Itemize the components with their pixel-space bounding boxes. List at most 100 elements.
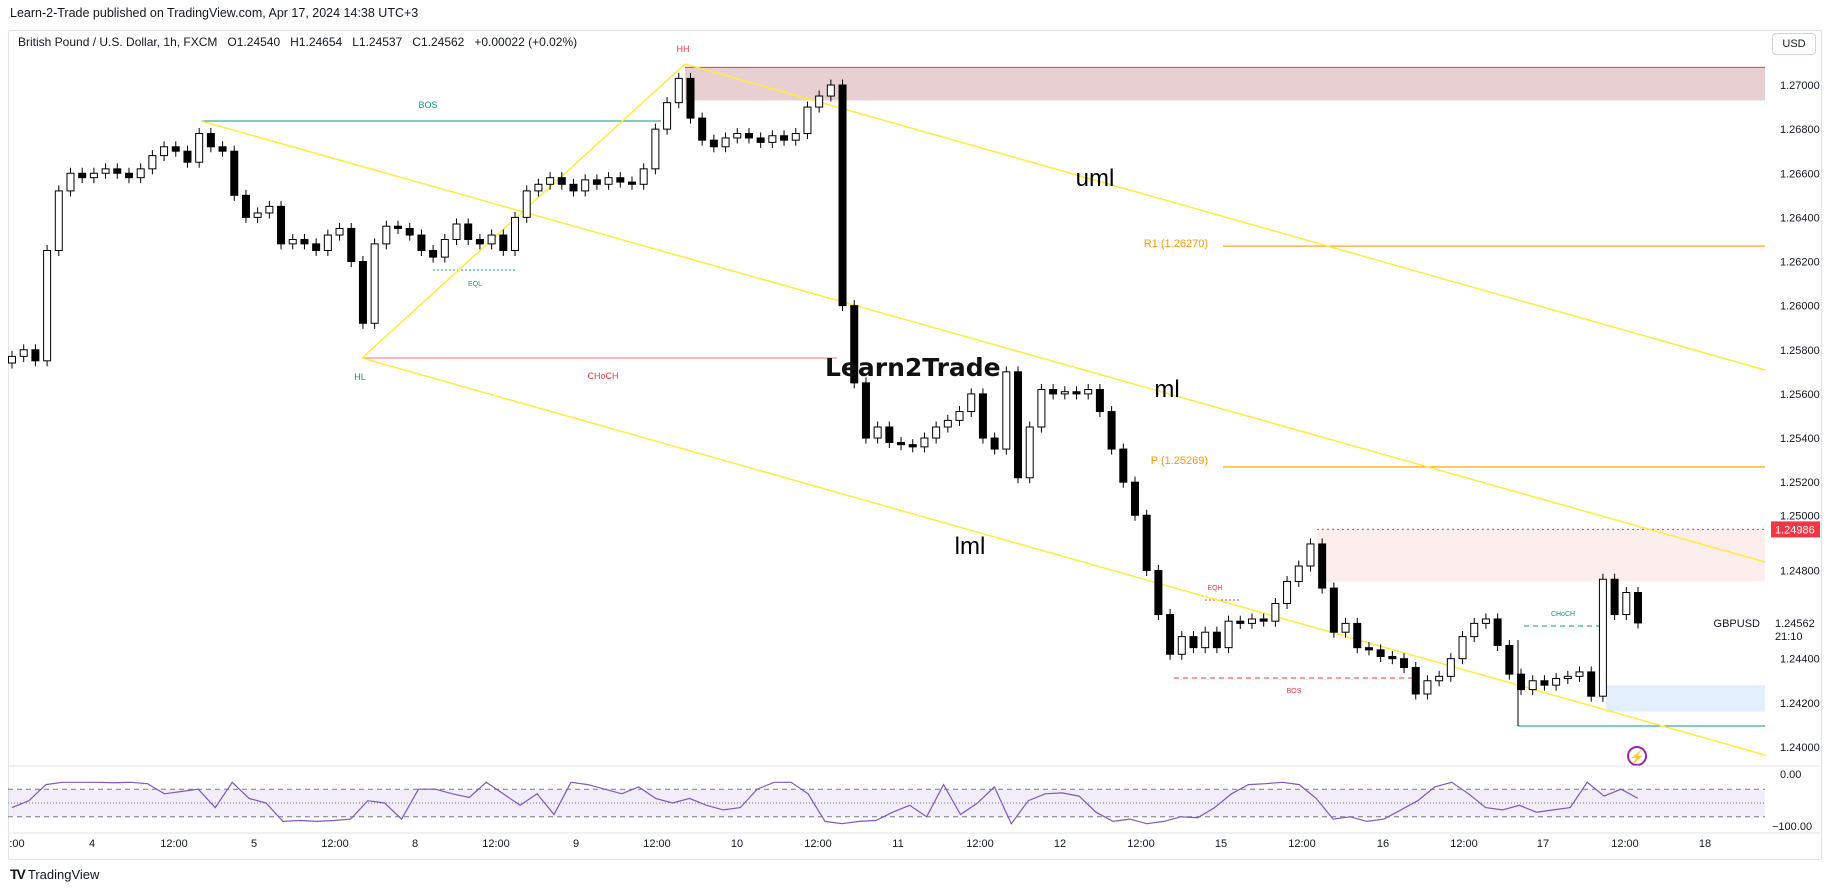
candle-body [756, 137, 765, 143]
price-tick: 1.24800 [1780, 565, 1820, 577]
candle-body [639, 168, 648, 185]
candle-body [101, 168, 110, 174]
candle [1376, 644, 1385, 662]
price-tick: 1.25400 [1780, 433, 1820, 445]
candle-body [663, 102, 672, 130]
candle-body [850, 305, 859, 384]
candle-body [1306, 543, 1315, 567]
candle-body [897, 441, 906, 446]
candle-body [1224, 620, 1233, 649]
candle-body [780, 135, 789, 141]
candle [604, 172, 613, 190]
candle-body [1107, 411, 1116, 450]
candle [1236, 615, 1245, 629]
candle [616, 172, 625, 188]
candle-body [674, 77, 683, 104]
candle [861, 377, 870, 444]
choch-label-bottom: CHoCH [1551, 611, 1575, 618]
candle [31, 344, 40, 367]
candle [335, 222, 344, 241]
lightning-alert-icon[interactable] [1627, 746, 1647, 766]
candle-body [171, 146, 180, 152]
candle [803, 101, 812, 140]
candle-body [1037, 388, 1046, 428]
candle-body [405, 227, 414, 236]
candle-body [487, 234, 496, 245]
price-tick: 1.24000 [1780, 742, 1820, 754]
candle-body [475, 238, 484, 245]
candle-body [616, 177, 625, 183]
candle [1166, 609, 1175, 660]
candle-body [709, 139, 718, 148]
candle [885, 421, 894, 448]
time-tick: 9 [573, 838, 579, 850]
candle-body [990, 437, 999, 450]
oscillator-band [8, 789, 1765, 817]
candle [721, 132, 730, 153]
candle [1517, 668, 1526, 696]
candle [1446, 653, 1455, 682]
candle-body [195, 133, 204, 163]
symbol-name[interactable]: British Pound / U.S. Dollar, 1h, FXCM [18, 35, 218, 49]
candle [1481, 613, 1490, 629]
eqh-label: EQH [1207, 585, 1222, 592]
candle-body [1329, 587, 1338, 633]
time-tick: 15 [1215, 838, 1227, 850]
candle [183, 145, 192, 168]
candle-body [522, 190, 531, 218]
time-tick: 12:00 [1611, 838, 1639, 850]
tradingview-logo[interactable]: TV TradingView [10, 866, 99, 882]
candle-body [417, 234, 426, 251]
candle [955, 406, 964, 426]
candle-body [932, 426, 941, 439]
candle-body [31, 349, 40, 362]
candle [1493, 613, 1502, 651]
candle-body [206, 133, 215, 148]
candle-body [1189, 636, 1198, 649]
candle-body [148, 155, 157, 170]
time-tick: 12:00 [1127, 838, 1155, 850]
currency-button[interactable]: USD [1772, 33, 1816, 55]
candle [1388, 650, 1397, 665]
candle-body [534, 183, 543, 192]
candle-body [873, 426, 882, 439]
candle [1095, 383, 1104, 418]
candle [838, 79, 847, 312]
candle-body [440, 238, 449, 258]
candle-body [370, 243, 379, 324]
candle-body [1481, 618, 1490, 624]
candle [8, 350, 16, 369]
time-tick: 18 [1699, 838, 1711, 850]
candle [1049, 383, 1058, 400]
publisher-line: Learn-2-Trade published on TradingView.c… [10, 6, 419, 20]
candle [522, 185, 531, 223]
candle-body [1353, 622, 1362, 649]
candle [990, 432, 999, 455]
candle-body [627, 181, 636, 185]
legend-high: H1.24654 [290, 35, 343, 49]
candle-body [89, 172, 98, 179]
candle-body [1177, 636, 1186, 655]
candle [698, 112, 707, 146]
candle-body [1446, 658, 1455, 677]
candle [511, 211, 520, 257]
candle-body [686, 77, 695, 119]
candle-body [768, 135, 777, 143]
candle [1142, 509, 1151, 576]
candle [1084, 383, 1093, 400]
time-tick: 11 [892, 838, 903, 850]
candle [733, 128, 742, 144]
time-tick: 12:00 [321, 838, 349, 850]
learn2trade-watermark: Learn2Trade [825, 353, 1001, 382]
candle [674, 72, 683, 109]
time-tick: 5 [251, 838, 257, 850]
candle-body [1458, 636, 1467, 660]
candle-body [253, 212, 262, 218]
tradingview-logo-text: TradingView [27, 866, 100, 882]
legend-low: L1.24537 [352, 35, 403, 49]
candle [1294, 560, 1303, 587]
demand-zone [1606, 685, 1765, 712]
time-tick: 12 [1054, 838, 1066, 850]
candle-body [885, 426, 894, 443]
